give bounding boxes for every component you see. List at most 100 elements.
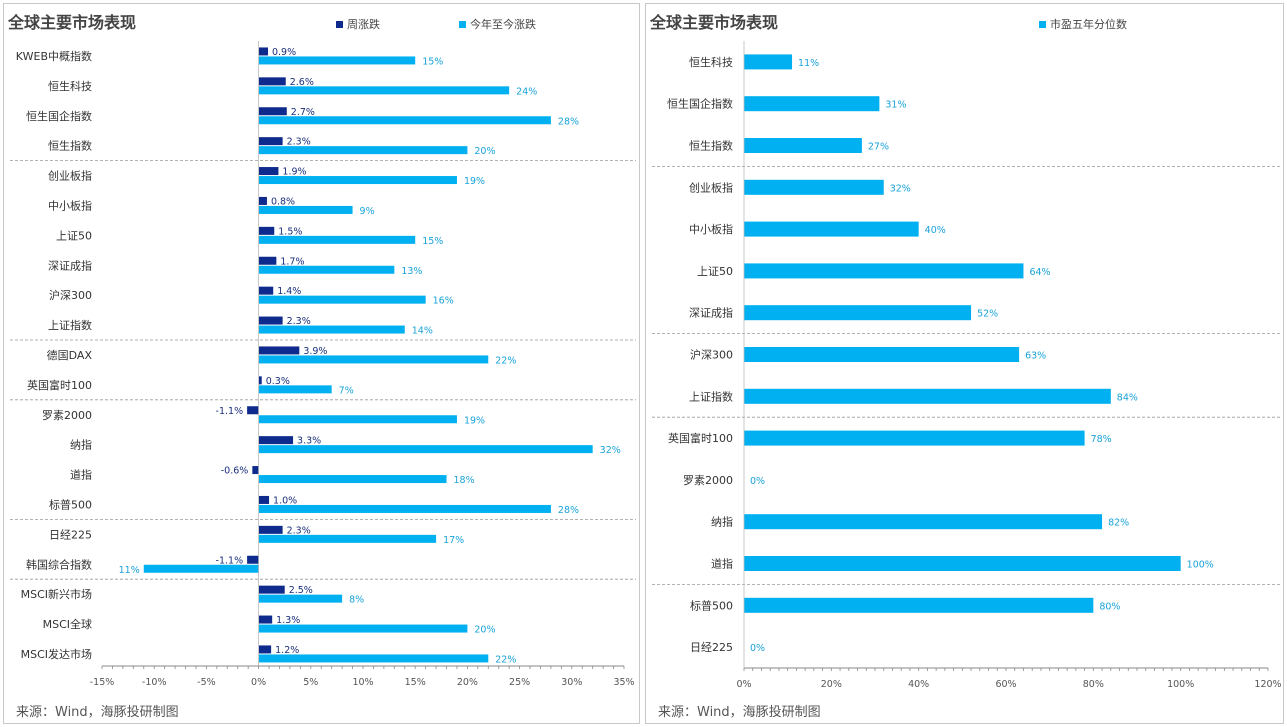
data-label-pe: 78% (1091, 434, 1112, 445)
data-label-ytd: 20% (474, 146, 495, 157)
legend-label: 今年至今涨跌 (470, 17, 536, 31)
bar-ytd (258, 504, 551, 513)
bar-weekly (258, 256, 277, 265)
category-label: 上证50 (56, 229, 92, 242)
category-label: 英国富时100 (668, 431, 733, 445)
category-label: 纳指 (711, 515, 733, 529)
category-label: MSCI新兴市场 (21, 587, 92, 601)
bar-ytd (258, 56, 416, 65)
data-label-weekly: -0.6% (221, 466, 249, 477)
category-label: 上证50 (697, 265, 733, 278)
data-label-pe: 82% (1108, 518, 1129, 529)
bar-pe-percentile (744, 388, 1111, 404)
data-label-ytd: 13% (401, 266, 422, 277)
bar-ytd (258, 176, 457, 185)
x-tick-label: 120% (1254, 679, 1281, 690)
x-tick-label: 40% (908, 679, 929, 690)
legend-label: 周涨跌 (347, 17, 380, 31)
bar-weekly (258, 525, 283, 534)
data-label-pe: 0% (750, 476, 765, 487)
left-chart-svg: 周涨跌 今年至今涨跌 KWEB中概指数 0.9% 15% 恒生科技 2.6% 24% 恒生国企指… (10, 17, 636, 688)
data-label-ytd: 22% (495, 654, 516, 665)
bar-ytd (258, 415, 457, 424)
bar-ytd (258, 205, 353, 214)
data-label-ytd: 24% (516, 86, 537, 97)
bar-weekly (258, 436, 294, 445)
data-label-ytd: 22% (495, 355, 516, 366)
bar-pe-percentile (744, 430, 1085, 446)
data-label-ytd: 8% (349, 595, 364, 606)
bar-weekly (258, 585, 285, 594)
bar-ytd (258, 325, 405, 334)
data-label-pe: 100% (1187, 560, 1214, 571)
category-label: 恒生指数 (689, 139, 733, 153)
data-label-weekly: 2.3% (287, 525, 311, 536)
bar-weekly (252, 466, 259, 475)
data-label-weekly: 2.5% (289, 585, 313, 596)
bar-pe-percentile (744, 54, 793, 70)
category-label: MSCI发达市场 (21, 647, 92, 661)
category-label: 中小板指 (48, 198, 92, 212)
bar-pe-percentile (744, 221, 919, 237)
bar-ytd (258, 295, 426, 304)
category-label: 深证成指 (48, 258, 92, 272)
category-label: 沪深300 (690, 348, 733, 362)
bar-ytd (258, 146, 468, 155)
category-label: 恒生科技 (48, 79, 92, 93)
bar-pe-percentile (744, 138, 862, 153)
x-tick-label: 5% (303, 677, 318, 688)
bar-weekly (258, 196, 267, 205)
chart-title: 全球主要市场表现 (8, 13, 137, 32)
bar-pe-percentile (744, 305, 972, 321)
data-label-weekly: 1.3% (276, 615, 300, 626)
bar-ytd (258, 235, 416, 244)
data-label-pe: 63% (1025, 351, 1046, 362)
x-tick-label: 80% (1083, 679, 1104, 690)
chart-source: 来源：Wind，海豚投研制图 (16, 705, 179, 720)
bar-ytd (258, 654, 489, 663)
chart-title: 全球主要市场表现 (650, 13, 779, 32)
bar-weekly (258, 167, 279, 176)
bar-ytd (258, 445, 593, 454)
bar-pe-percentile (744, 514, 1103, 530)
x-tick-label: 25% (509, 677, 530, 688)
data-label-weekly: 1.9% (282, 167, 306, 178)
bar-ytd (258, 624, 468, 633)
bar-weekly (258, 137, 283, 146)
data-label-ytd: 7% (339, 385, 354, 396)
category-label: 创业板指 (48, 169, 92, 183)
data-label-pe: 84% (1117, 392, 1138, 403)
category-label: 上证指数 (48, 318, 92, 332)
data-label-ytd: 19% (464, 176, 485, 187)
category-label: 恒生指数 (48, 139, 92, 153)
data-label-pe: 32% (890, 183, 911, 194)
bar-weekly (247, 555, 259, 564)
category-label: 韩国综合指数 (26, 557, 92, 571)
bar-ytd (258, 534, 437, 543)
data-label-weekly: 2.3% (287, 137, 311, 148)
bar-ytd (258, 385, 332, 394)
data-label-weekly: 2.3% (287, 316, 311, 327)
data-label-weekly: 1.7% (280, 256, 304, 267)
category-label: 罗素2000 (683, 474, 733, 487)
legend-swatch (1039, 21, 1046, 28)
x-tick-label: 30% (561, 677, 582, 688)
data-label-pe: 80% (1099, 601, 1120, 612)
x-tick-label: 35% (613, 677, 634, 688)
data-label-pe: 0% (750, 643, 765, 654)
category-label: 恒生科技 (689, 55, 733, 69)
data-label-ytd: 20% (474, 625, 495, 636)
x-tick-label: -5% (197, 677, 216, 688)
bar-weekly (247, 406, 259, 415)
category-label: 标普500 (690, 598, 733, 612)
x-tick-label: 15% (405, 677, 426, 688)
data-label-weekly: 0.8% (271, 196, 295, 207)
bar-ytd (258, 116, 551, 125)
bar-weekly (258, 495, 270, 504)
bar-pe-percentile (744, 556, 1181, 571)
data-label-ytd: 14% (412, 326, 433, 337)
x-tick-label: -15% (90, 677, 115, 688)
bar-pe-percentile (744, 263, 1024, 279)
category-label: 深证成指 (689, 306, 733, 320)
